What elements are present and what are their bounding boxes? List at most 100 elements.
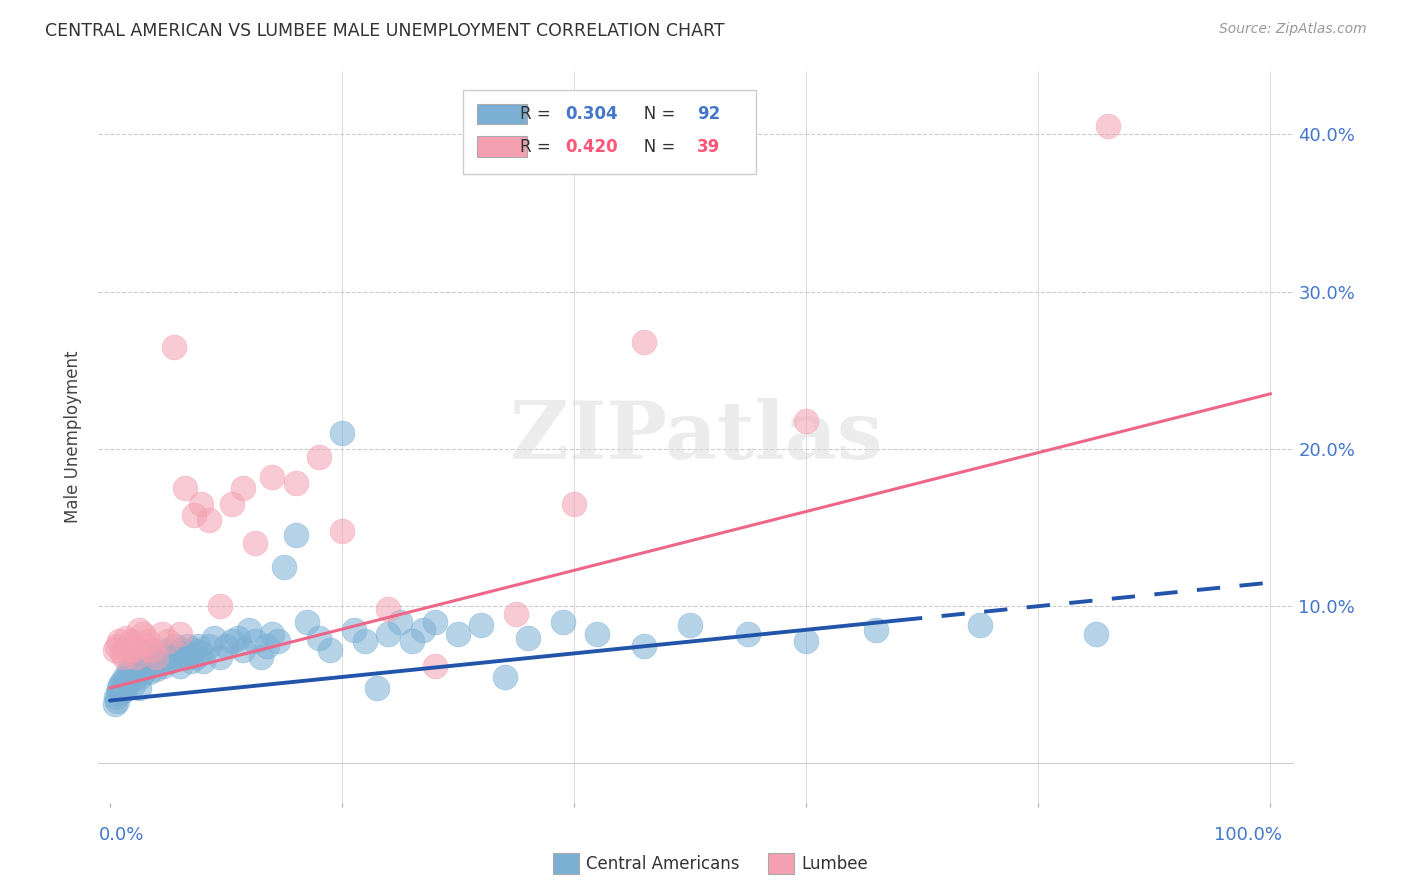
Point — [191, 654, 214, 668]
Point — [633, 639, 655, 653]
Point — [1097, 120, 1119, 134]
Point — [183, 508, 205, 522]
Point — [134, 646, 156, 660]
Point — [297, 615, 319, 629]
Point — [794, 633, 817, 648]
Point — [107, 686, 129, 700]
Point — [470, 618, 492, 632]
Point — [127, 659, 149, 673]
Point — [284, 528, 307, 542]
Point — [184, 649, 207, 664]
Point — [204, 631, 226, 645]
Point — [377, 602, 399, 616]
Text: Source: ZipAtlas.com: Source: ZipAtlas.com — [1219, 22, 1367, 37]
Point — [111, 684, 134, 698]
Text: 0.420: 0.420 — [565, 137, 619, 156]
Point — [209, 649, 232, 664]
Point — [150, 627, 173, 641]
Point — [366, 681, 388, 695]
Point — [330, 524, 353, 538]
Point — [262, 627, 284, 641]
Point — [250, 649, 273, 664]
Point — [865, 623, 887, 637]
Text: 92: 92 — [697, 104, 720, 123]
Point — [389, 615, 412, 629]
Point — [163, 639, 186, 653]
Point — [162, 646, 184, 660]
Point — [111, 674, 134, 689]
Point — [129, 670, 152, 684]
Text: 39: 39 — [697, 137, 720, 156]
Point — [262, 470, 284, 484]
Point — [163, 340, 186, 354]
Point — [187, 639, 209, 653]
Point — [157, 633, 180, 648]
Point — [120, 633, 142, 648]
Point — [170, 643, 193, 657]
Point — [173, 649, 195, 664]
Text: R =: R = — [520, 137, 557, 156]
Point — [354, 633, 377, 648]
FancyBboxPatch shape — [768, 854, 794, 874]
Point — [177, 646, 200, 660]
Point — [104, 643, 127, 657]
Point — [243, 633, 266, 648]
Text: N =: N = — [628, 104, 681, 123]
Point — [105, 693, 128, 707]
Point — [423, 615, 446, 629]
Text: 0.304: 0.304 — [565, 104, 619, 123]
Point — [221, 633, 243, 648]
Point — [169, 627, 191, 641]
Point — [143, 649, 166, 664]
Point — [115, 631, 138, 645]
Point — [238, 623, 260, 637]
Point — [190, 646, 212, 660]
Text: ZIPatlas: ZIPatlas — [510, 398, 882, 476]
Point — [104, 690, 127, 705]
Text: N =: N = — [628, 137, 681, 156]
Point — [166, 649, 188, 664]
Point — [174, 481, 197, 495]
Point — [155, 649, 177, 664]
Point — [551, 615, 574, 629]
Point — [190, 497, 212, 511]
Text: R =: R = — [520, 104, 557, 123]
Y-axis label: Male Unemployment: Male Unemployment — [65, 351, 83, 524]
Point — [180, 654, 202, 668]
Point — [308, 450, 330, 464]
Point — [159, 654, 181, 668]
Point — [343, 623, 366, 637]
Point — [145, 649, 167, 664]
Point — [115, 681, 138, 695]
Point — [134, 639, 156, 653]
Point — [221, 497, 243, 511]
Point — [108, 633, 131, 648]
Point — [136, 659, 159, 673]
Text: Lumbee: Lumbee — [801, 855, 868, 872]
Point — [138, 665, 160, 680]
Point — [128, 681, 150, 695]
Point — [112, 678, 135, 692]
Point — [157, 643, 180, 657]
Point — [243, 536, 266, 550]
Point — [256, 639, 278, 653]
Point — [794, 413, 817, 427]
Point — [197, 639, 219, 653]
Text: CENTRAL AMERICAN VS LUMBEE MALE UNEMPLOYMENT CORRELATION CHART: CENTRAL AMERICAN VS LUMBEE MALE UNEMPLOY… — [45, 22, 724, 40]
Point — [124, 649, 146, 664]
Text: Central Americans: Central Americans — [586, 855, 740, 872]
Point — [121, 659, 143, 673]
Point — [117, 674, 139, 689]
Point — [105, 639, 128, 653]
Text: 0.0%: 0.0% — [98, 826, 143, 845]
Point — [273, 559, 295, 574]
Point — [516, 631, 538, 645]
Point — [108, 681, 131, 695]
Point — [232, 643, 254, 657]
Point — [152, 659, 174, 673]
Point — [120, 665, 142, 680]
Point — [124, 654, 146, 668]
Point — [125, 665, 148, 680]
Point — [114, 670, 136, 684]
Point — [122, 678, 145, 692]
